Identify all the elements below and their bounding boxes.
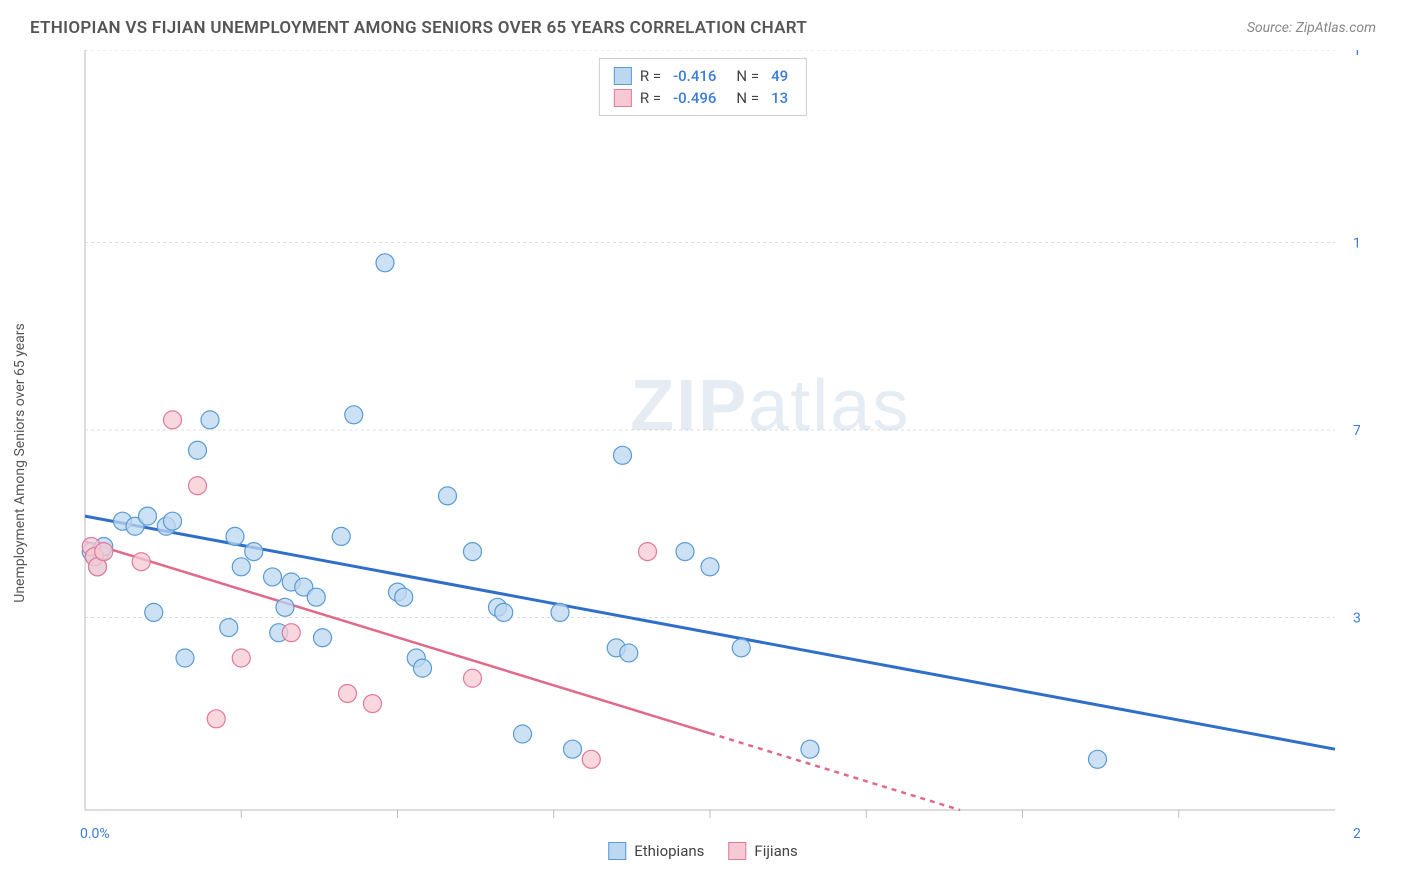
legend-swatch	[608, 842, 626, 860]
chart-title: ETHIOPIAN VS FIJIAN UNEMPLOYMENT AMONG S…	[30, 18, 807, 38]
correlation-row: R =-0.416N =49	[614, 65, 792, 87]
svg-text:0.0%: 0.0%	[80, 826, 110, 842]
chart-source: Source: ZipAtlas.com	[1247, 20, 1376, 36]
svg-text:11.2%: 11.2%	[1353, 236, 1360, 252]
series-legend-item: Ethiopians	[608, 842, 704, 860]
legend-swatch	[614, 89, 632, 107]
series-legend: Ethiopians Fijians	[608, 842, 798, 860]
correlation-legend: R =-0.416N =49R =-0.496N =13	[599, 58, 807, 116]
legend-swatch	[728, 842, 746, 860]
svg-text:15.0%: 15.0%	[1353, 50, 1360, 59]
scatter-chart: 15.0% 11.2% 7.5% 3.8% 0.0% 20.0%	[30, 50, 1360, 860]
y-axis-label: Unemployment Among Seniors over 65 years	[12, 323, 28, 603]
legend-swatch	[614, 67, 632, 85]
chart-header: ETHIOPIAN VS FIJIAN UNEMPLOYMENT AMONG S…	[0, 0, 1406, 50]
svg-text:20.0%: 20.0%	[1353, 826, 1360, 842]
chart-container: Unemployment Among Seniors over 65 years…	[30, 50, 1376, 860]
correlation-row: R =-0.496N =13	[614, 87, 792, 109]
series-legend-item: Fijians	[728, 842, 797, 860]
svg-text:3.8%: 3.8%	[1353, 610, 1360, 626]
series-legend-label: Fijians	[754, 842, 797, 860]
svg-text:7.5%: 7.5%	[1353, 423, 1360, 439]
series-legend-label: Ethiopians	[634, 842, 704, 860]
